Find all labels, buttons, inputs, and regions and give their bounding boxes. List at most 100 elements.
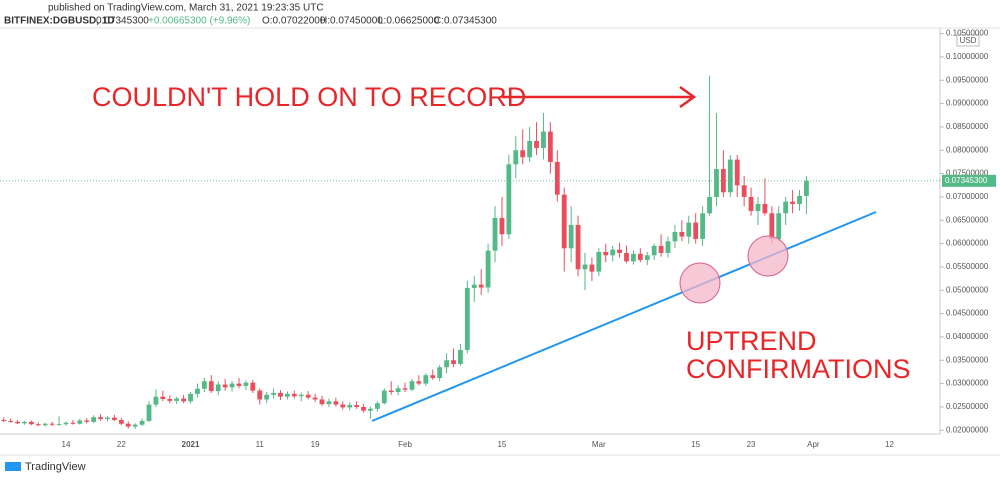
y-tick-label: 0.03500000 (946, 355, 989, 364)
candle-body (506, 164, 512, 235)
y-tick-label: 0.10500000 (946, 29, 989, 38)
candle-body (167, 399, 173, 401)
candle-body (98, 417, 103, 420)
x-tick-label: 11 (256, 440, 265, 449)
candle-body (271, 392, 276, 395)
y-tick-label: 0.03000000 (946, 379, 989, 388)
published-note: published on TradingView.com, March 31, … (48, 3, 324, 14)
candle-body (1, 420, 7, 421)
candle-body (458, 350, 463, 364)
candle-body (485, 250, 491, 288)
x-tick-label: 19 (311, 440, 320, 449)
ohlc-value: H:0.07450000 (320, 16, 383, 27)
candle-body (201, 381, 207, 389)
arrow-head (679, 85, 697, 109)
ohlc-value: L:0.06625000 (378, 16, 440, 27)
candle-body (243, 382, 249, 386)
candle-body (575, 224, 581, 270)
candle-body (513, 150, 519, 165)
candle-body (603, 252, 609, 256)
candle-body (312, 397, 318, 400)
candle-body (333, 401, 339, 405)
candle-body (278, 392, 283, 397)
change: +0.00665300 (+9.96%) (148, 16, 250, 27)
x-tick-label: 22 (117, 440, 126, 449)
candle-body (534, 140, 539, 148)
candle-body (561, 194, 567, 249)
candle-body (326, 401, 332, 405)
candle-body (416, 381, 422, 384)
candle-body (478, 284, 484, 288)
x-tick-label: Feb (398, 440, 412, 449)
highlight-circle (679, 262, 721, 304)
y-tick-label: 0.07500000 (946, 169, 989, 178)
candle-body (118, 420, 124, 424)
y-tick-label: 0.05500000 (946, 262, 989, 271)
candle-body (762, 203, 768, 214)
candle-body (651, 245, 657, 256)
y-tick-label: 0.10000000 (946, 52, 989, 61)
candle-body (596, 252, 602, 272)
candle-body (305, 394, 311, 398)
candle-body (617, 249, 622, 253)
y-tick-label: 0.05000000 (946, 285, 989, 294)
x-tick-label: 12 (885, 440, 894, 449)
y-tick-label: 0.09500000 (946, 75, 989, 84)
candle-body (637, 253, 643, 260)
candle-body (49, 423, 55, 425)
annotation: UPTREND (686, 326, 817, 356)
candle-body (28, 421, 34, 425)
candle-body (423, 375, 429, 384)
ohlc-header: O:0.07022000H:0.07450000L:0.06625000C:0.… (262, 16, 497, 27)
candle-body (112, 417, 117, 420)
candle-body (208, 381, 214, 392)
x-tick-label: 15 (691, 440, 700, 449)
candle-body (91, 417, 97, 422)
candle-body (395, 388, 401, 392)
candle-body (374, 403, 380, 409)
candle-body (257, 390, 263, 400)
annotation: COULDN'T HOLD ON TO RECORD (92, 82, 526, 112)
candle-body (409, 381, 415, 390)
candle-body (132, 424, 138, 427)
candle-body (8, 420, 14, 422)
candle-body (658, 245, 664, 253)
candle-body (160, 396, 166, 399)
candle-body (63, 422, 69, 425)
y-tick-label: 0.06000000 (946, 239, 989, 248)
y-tick-label: 0.02000000 (946, 425, 989, 434)
candle-body (361, 406, 366, 411)
candle-body (340, 404, 346, 408)
last-price-label: 0.07345300 (945, 176, 988, 185)
candle-body (22, 421, 27, 424)
candle-body (520, 150, 526, 158)
x-tick-label: 14 (62, 440, 71, 449)
candle-body (229, 383, 235, 388)
candle-body (215, 384, 221, 392)
x-tick-label: Mar (592, 440, 606, 449)
candle-body (35, 424, 41, 426)
candle-body (56, 424, 62, 426)
candle-body (381, 390, 387, 404)
candle-body (402, 388, 408, 390)
candle-body (610, 249, 616, 256)
candle-body (70, 422, 76, 424)
candle-body (354, 405, 360, 407)
candle-body (285, 393, 290, 397)
candle-body (624, 252, 629, 262)
candle-body (464, 287, 470, 350)
y-tick-label: 0.04500000 (946, 309, 989, 318)
candle-body (679, 231, 685, 237)
last-price-box (942, 174, 996, 187)
candle-body (700, 213, 706, 239)
currency: USD (960, 36, 977, 45)
candle-body (631, 253, 636, 262)
candle-body (471, 284, 477, 288)
y-tick-label: 0.04000000 (946, 332, 989, 341)
candle-body (430, 375, 436, 378)
trend-line (371, 211, 877, 422)
candle-body (547, 131, 553, 162)
candle-body (665, 241, 671, 253)
candle-body (755, 203, 761, 211)
